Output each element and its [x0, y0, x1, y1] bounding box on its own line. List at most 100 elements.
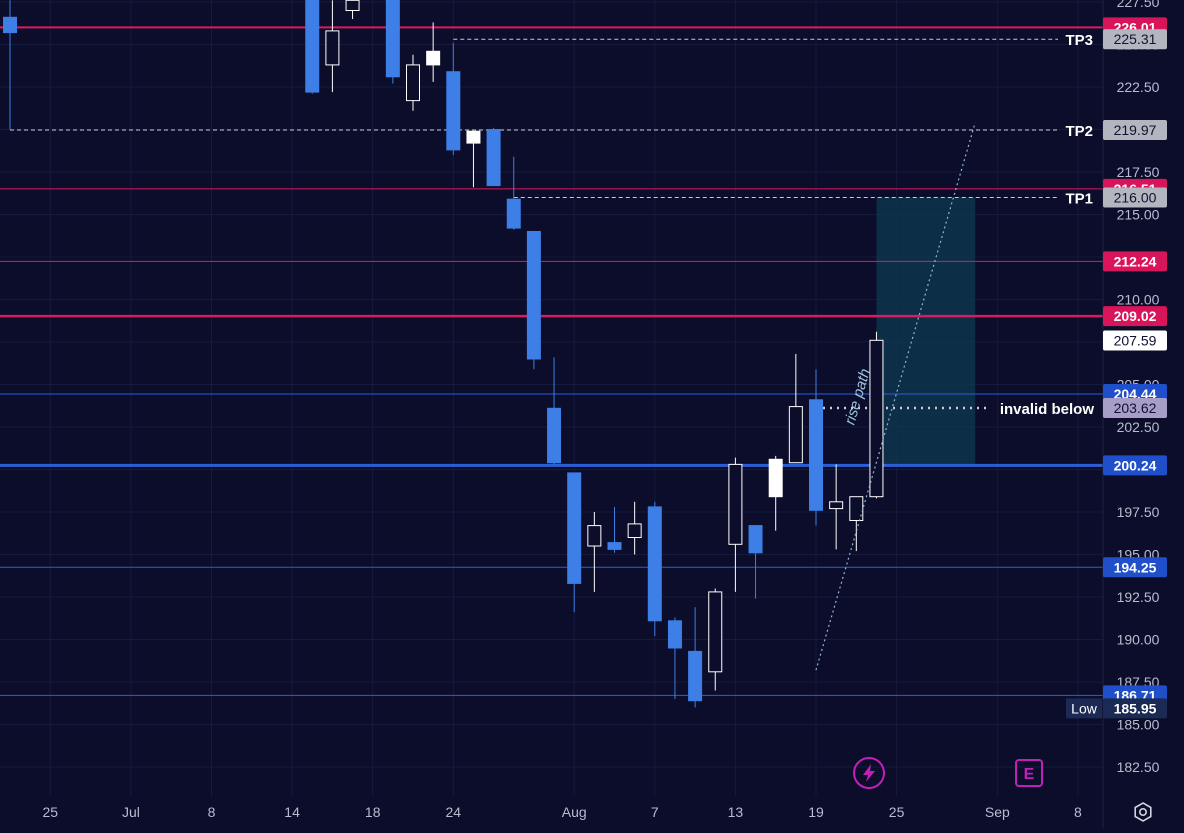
candle-body: [466, 130, 481, 144]
candle-body: [406, 64, 420, 102]
candle: [466, 130, 481, 188]
low-price-label: 185.95: [1114, 700, 1157, 716]
rise-path-line: [815, 122, 976, 671]
candle: [869, 331, 884, 499]
candle: [667, 617, 682, 699]
low-price-label-bg: [1103, 698, 1167, 719]
candle-body: [506, 198, 521, 229]
price-level-label: 209.02: [1114, 308, 1157, 324]
candle: [607, 506, 622, 553]
candle-body: [768, 458, 783, 498]
candle: [406, 54, 420, 111]
candle: [567, 472, 582, 613]
candle-body: [748, 525, 763, 554]
current-price-label: 207.59: [1114, 332, 1157, 348]
candles-layer: [3, 0, 884, 708]
candle: [768, 455, 783, 531]
earnings-badge[interactable]: E: [1015, 759, 1043, 787]
price-level-label-bg: [1103, 306, 1167, 327]
x-tick-label: 19: [808, 804, 824, 820]
candle-body: [607, 542, 622, 550]
x-tick-label: Jul: [122, 804, 140, 820]
price-level-label-bg: [1103, 251, 1167, 272]
candle: [627, 501, 642, 555]
candle: [486, 127, 501, 187]
candle: [647, 501, 662, 637]
invalid-price-label: 203.62: [1114, 400, 1157, 416]
x-tick-label: 8: [208, 804, 216, 820]
candle: [305, 0, 320, 94]
x-tick-label: 7: [651, 804, 659, 820]
candle: [748, 525, 763, 599]
candle: [345, 0, 360, 19]
y-tick-label: 182.50: [1117, 759, 1160, 775]
target-price-label: 216.00: [1114, 190, 1157, 206]
y-tick-label: 222.50: [1117, 79, 1160, 95]
target-zone-layer: [876, 197, 976, 466]
invalid-below-text: invalid below: [1000, 401, 1095, 418]
candle-body: [869, 339, 884, 498]
candle-body: [345, 0, 360, 11]
price-level-label: 194.25: [1114, 559, 1157, 575]
candle-body: [809, 399, 823, 511]
candle-body: [325, 30, 340, 66]
candle: [446, 42, 461, 155]
rise-path-label: rise path: [841, 367, 873, 427]
x-tick-label: 13: [728, 804, 744, 820]
x-tick-label: Aug: [562, 804, 587, 820]
candle: [688, 607, 703, 708]
candle: [3, 0, 17, 130]
price-level-label: 200.24: [1114, 457, 1157, 473]
x-tick-label: 25: [43, 804, 59, 820]
candle-body: [647, 506, 662, 622]
candle-body: [547, 407, 562, 464]
invalid-price-label-bg: [1103, 397, 1167, 418]
candle-body: [426, 50, 441, 66]
candle-body: [567, 472, 582, 584]
y-tick-label: 202.50: [1117, 419, 1160, 435]
price-levels-layer: [0, 26, 1103, 696]
candle: [547, 357, 562, 465]
x-tick-label: Sep: [985, 804, 1010, 820]
candle-body: [305, 0, 320, 93]
x-tick-label: 24: [446, 804, 462, 820]
candle-body: [627, 523, 642, 539]
candle: [426, 22, 441, 82]
candle: [788, 353, 803, 464]
candle-body: [688, 650, 703, 702]
candle-body: [3, 16, 17, 34]
candle-body: [587, 525, 602, 547]
low-marker-text: Low: [1071, 700, 1098, 716]
candle-body: [708, 591, 723, 673]
y-tick-label: 210.00: [1117, 292, 1160, 308]
candle: [849, 496, 864, 552]
y-tick-label: 227.50: [1117, 0, 1160, 10]
candle-body: [667, 620, 682, 649]
candle-body: [829, 501, 844, 510]
price-level-label-bg: [1103, 557, 1167, 578]
target-name: TP3: [1065, 32, 1093, 49]
candle: [829, 464, 844, 550]
candle: [809, 369, 823, 526]
target-name: TP2: [1065, 123, 1093, 140]
candle-body: [788, 406, 803, 464]
y-tick-label: 190.00: [1117, 632, 1160, 648]
lightning-icon[interactable]: [853, 757, 885, 789]
candle-body: [728, 463, 743, 545]
x-tick-label: 25: [889, 804, 905, 820]
candle: [708, 588, 723, 691]
settings-icon[interactable]: [1134, 802, 1152, 822]
y-tick-label: 185.00: [1117, 717, 1160, 733]
target-price-label-bg: [1103, 29, 1167, 50]
target-price-label-bg: [1103, 120, 1167, 141]
candle-body: [526, 231, 541, 360]
price-level-label-bg: [1103, 455, 1167, 476]
x-tick-label: 8: [1074, 804, 1082, 820]
axes-layer: 182.50185.00187.50190.00192.50195.00197.…: [43, 0, 1160, 828]
y-tick-label: 192.50: [1117, 589, 1160, 605]
earnings-badge-label: E: [1024, 766, 1035, 783]
candle: [728, 457, 743, 592]
target-price-label-bg: [1103, 187, 1167, 208]
